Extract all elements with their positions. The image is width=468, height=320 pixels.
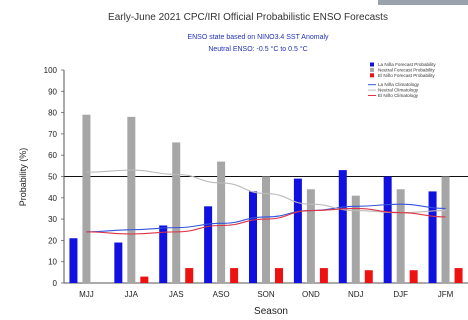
bar-djf-series-2	[409, 270, 418, 283]
bar-ond-series-0	[293, 178, 302, 283]
bar-mjj-series-0	[69, 238, 78, 283]
x-tick-label-djf: DJF	[393, 290, 408, 299]
y-tick-label-1: 10	[48, 258, 57, 267]
y-tick-label-2: 20	[48, 236, 57, 245]
legend-label-1: Neutral Forecast Probability	[378, 67, 435, 72]
bar-jas-series-0	[159, 225, 168, 283]
y-tick-label-5: 50	[48, 173, 57, 182]
chart-subtitle-line-1: ENSO state based on NINO3.4 SST Anomaly	[187, 34, 329, 41]
bar-jfm-series-2	[454, 268, 463, 283]
bar-aso-series-0	[204, 206, 213, 283]
legend-climatology-label-1: Neutral Climatology	[378, 88, 419, 93]
bar-ond-series-1	[306, 189, 315, 283]
bar-jas-series-1	[172, 142, 181, 283]
y-tick-label-6: 60	[48, 151, 57, 160]
chart-title: Early-June 2021 CPC/IRI Official Probabi…	[108, 12, 388, 23]
bar-djf-series-0	[383, 176, 392, 283]
x-tick-label-ond: OND	[302, 290, 320, 299]
y-tick-label-7: 70	[48, 130, 57, 139]
bar-son-series-0	[249, 191, 257, 283]
x-tick-label-mjj: MJJ	[79, 290, 94, 299]
y-axis-title: Probability (%)	[18, 148, 28, 207]
plot-area: 0 10 20 30 40 50 60 70 80 90 100 MJJ JJA JAS ASO SON OND…	[44, 66, 468, 299]
legend-label-2: El Niño Forecast Probability	[378, 73, 435, 78]
bar-jja-series-0	[114, 242, 123, 283]
legend-swatch-1	[370, 67, 374, 72]
bar-ndj-series-2	[364, 270, 373, 283]
y-tick-label-9: 90	[48, 87, 57, 96]
bar-jfm-series-0	[428, 191, 437, 283]
climatology-line-2	[86, 207, 446, 235]
y-tick-label-8: 80	[48, 109, 57, 118]
y-tick-label-10: 100	[44, 66, 58, 75]
y-tick-label-4: 40	[48, 194, 57, 203]
x-tick-label-jfm: JFM	[438, 290, 454, 299]
x-tick-label-jas: JAS	[169, 290, 184, 299]
legend-climatology-label-2: El Niño Climatology	[378, 93, 419, 98]
window-edge-strip	[378, 0, 468, 5]
x-axis-title: Season	[254, 306, 288, 317]
bar-mjj-series-1	[82, 114, 91, 283]
bar-jas-series-2	[185, 268, 194, 283]
y-tick-label-0: 0	[53, 279, 58, 288]
x-tick-label-ndj: NDJ	[348, 290, 364, 299]
legend-swatch-0	[370, 62, 374, 67]
legend-label-0: La Niña Forecast Probability	[378, 62, 436, 67]
legend-swatch-2	[370, 73, 374, 78]
bar-jfm-series-1	[441, 176, 450, 283]
bar-ndj-series-1	[351, 195, 360, 283]
x-tick-label-son: SON	[257, 290, 275, 299]
y-tick-label-3: 30	[48, 215, 57, 224]
x-tick-label-jja: JJA	[125, 290, 139, 299]
climatology-line-0	[86, 203, 446, 233]
bar-son-series-1	[262, 176, 270, 283]
bar-son-series-2	[275, 268, 283, 283]
bar-jja-series-2	[140, 276, 149, 283]
bar-aso-series-1	[217, 161, 226, 283]
bar-ond-series-2	[319, 268, 328, 283]
bar-jja-series-1	[127, 116, 136, 283]
legend-climatology-label-0: La Niña Climatology	[378, 82, 420, 87]
bar-aso-series-2	[230, 268, 239, 283]
chart-subtitle-line-2: Neutral ENSO: -0.5 °C to 0.5 °C	[208, 45, 307, 53]
x-tick-label-aso: ASO	[213, 290, 230, 299]
bar-djf-series-1	[396, 189, 405, 283]
bar-ndj-series-0	[338, 170, 347, 283]
